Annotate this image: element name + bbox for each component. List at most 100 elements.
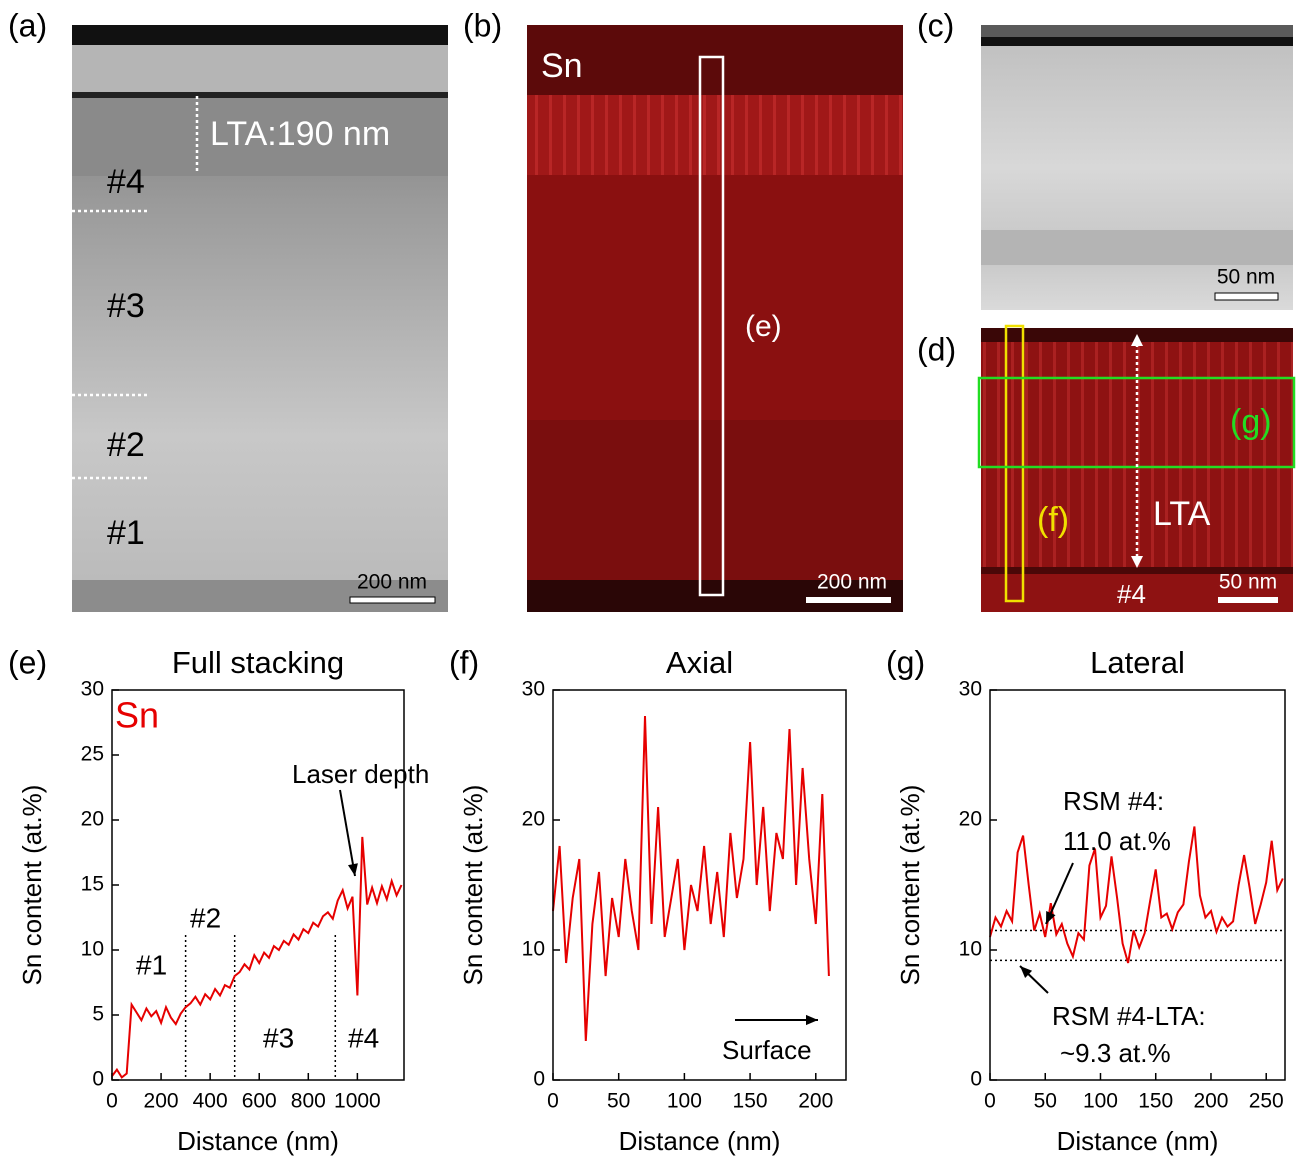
image-band bbox=[72, 580, 448, 612]
image-band bbox=[72, 25, 448, 45]
panel-c: (c) 50 nm bbox=[917, 7, 1293, 310]
panel-label: (b) bbox=[463, 7, 502, 43]
image-band bbox=[72, 92, 448, 98]
data-line bbox=[552, 715, 830, 1042]
data-line bbox=[989, 826, 1284, 964]
box-label: (e) bbox=[745, 310, 782, 343]
image-band bbox=[981, 37, 1293, 46]
x-tick-label: 0 bbox=[106, 1090, 118, 1113]
image-band bbox=[72, 98, 448, 176]
annotation: #1 bbox=[136, 949, 167, 980]
image-band bbox=[527, 95, 903, 175]
x-tick-label: 100 bbox=[1083, 1090, 1118, 1113]
element-label: Sn bbox=[541, 47, 583, 85]
image-band bbox=[527, 25, 903, 95]
arrow-line bbox=[339, 789, 356, 877]
annotation: Sn bbox=[115, 695, 159, 736]
image-band bbox=[527, 420, 903, 580]
chart: (g) Lateral Distance (nm) Sn content (at.%)… bbox=[886, 644, 1286, 1156]
x-axis-label: Distance (nm) bbox=[619, 1126, 781, 1156]
plot-frame bbox=[989, 689, 1286, 1081]
annotation: 11.0 at.% bbox=[1063, 826, 1171, 856]
x-tick-label: 600 bbox=[242, 1090, 277, 1113]
scale-bar bbox=[1218, 597, 1278, 603]
scale-label: 50 nm bbox=[1219, 571, 1277, 594]
annotation: Laser depth bbox=[292, 759, 429, 789]
y-tick-label: 10 bbox=[81, 938, 104, 961]
panel-a: (a) LTA:190 nm #4 #3 #2 #1 200 nm bbox=[8, 7, 448, 612]
x-tick-label: 250 bbox=[1249, 1090, 1284, 1113]
y-tick-label: 5 bbox=[92, 1003, 104, 1026]
x-tick-label: 200 bbox=[144, 1090, 179, 1113]
arrow-label: LTA bbox=[1153, 495, 1211, 533]
y-tick-label: 10 bbox=[959, 938, 982, 961]
profile-box bbox=[698, 55, 725, 597]
x-tick-label: 200 bbox=[1193, 1090, 1228, 1113]
panel-d: (d) (g) (f) LTA #4 50 nm bbox=[917, 324, 1296, 612]
profile-box bbox=[1004, 324, 1025, 603]
scale-bar bbox=[806, 597, 891, 603]
arrow-head bbox=[806, 1014, 818, 1026]
y-tick-label: 30 bbox=[522, 678, 545, 701]
panel-label: (f) bbox=[449, 644, 479, 680]
chart-title: Lateral bbox=[1090, 645, 1185, 680]
annotation: #3 bbox=[263, 1022, 294, 1053]
x-tick-label: 800 bbox=[291, 1090, 326, 1113]
layer-label: #3 bbox=[107, 287, 145, 325]
layer-label: #4 bbox=[107, 163, 145, 201]
x-tick-label: 200 bbox=[798, 1090, 833, 1113]
y-tick-label: 30 bbox=[81, 678, 104, 701]
arrow-head bbox=[348, 863, 358, 876]
annotation: ~9.3 at.% bbox=[1060, 1038, 1171, 1068]
chart: (e) Full stacking Distance (nm) Sn content … bbox=[8, 644, 429, 1155]
image-band bbox=[981, 25, 1293, 37]
annotation: RSM #4-LTA: bbox=[1052, 1001, 1206, 1031]
scale-bar bbox=[1214, 292, 1279, 301]
x-tick-label: 150 bbox=[733, 1090, 768, 1113]
panel-b: (b) Sn (e) 200 nm bbox=[463, 7, 903, 612]
panel-label: (d) bbox=[917, 331, 956, 367]
x-tick-label: 150 bbox=[1138, 1090, 1173, 1113]
y-tick-label: 0 bbox=[92, 1068, 104, 1091]
scale-label: 50 nm bbox=[1217, 266, 1275, 289]
layer-markers bbox=[72, 96, 199, 480]
plot-frame bbox=[111, 689, 405, 1081]
x-tick-label: 400 bbox=[193, 1090, 228, 1113]
y-tick-label: 0 bbox=[533, 1068, 545, 1091]
arrow-head bbox=[1046, 911, 1056, 924]
y-tick-label: 10 bbox=[522, 938, 545, 961]
arrow-head bbox=[1020, 966, 1033, 978]
y-axis-label: Sn content (at.%) bbox=[895, 785, 925, 986]
layer-label: #2 bbox=[107, 426, 145, 464]
y-tick-label: 15 bbox=[81, 873, 104, 896]
image-band bbox=[981, 567, 1293, 574]
image-band bbox=[72, 45, 448, 92]
annotation: #2 bbox=[190, 902, 221, 933]
box-label: (f) bbox=[1037, 501, 1069, 539]
box-label: (g) bbox=[1230, 403, 1272, 441]
scale-label: 200 nm bbox=[357, 571, 427, 594]
chart: (f) Axial Distance (nm) Sn content (at.%) 0 1… bbox=[449, 644, 847, 1156]
y-axis-label: Sn content (at.%) bbox=[17, 785, 47, 986]
panel-label: (c) bbox=[917, 7, 954, 43]
plot-frame bbox=[552, 689, 847, 1081]
y-tick-label: 0 bbox=[970, 1068, 982, 1091]
layer-label: #4 bbox=[1117, 579, 1146, 609]
x-tick-label: 50 bbox=[607, 1090, 630, 1113]
scale-bar bbox=[349, 596, 436, 604]
annotation: #4 bbox=[348, 1022, 379, 1053]
panel-label: (a) bbox=[8, 7, 47, 43]
y-tick-label: 30 bbox=[959, 678, 982, 701]
layer-label: #1 bbox=[107, 514, 145, 552]
x-tick-label: 100 bbox=[667, 1090, 702, 1113]
panel-label: (e) bbox=[8, 644, 47, 680]
annotation: RSM #4: bbox=[1063, 786, 1164, 816]
scale-label: 200 nm bbox=[817, 571, 887, 594]
image-band bbox=[981, 230, 1293, 265]
y-tick-label: 20 bbox=[522, 808, 545, 831]
y-tick-label: 25 bbox=[81, 743, 104, 766]
y-tick-label: 20 bbox=[959, 808, 982, 831]
y-tick-label: 20 bbox=[81, 808, 104, 831]
x-tick-label: 0 bbox=[547, 1090, 559, 1113]
